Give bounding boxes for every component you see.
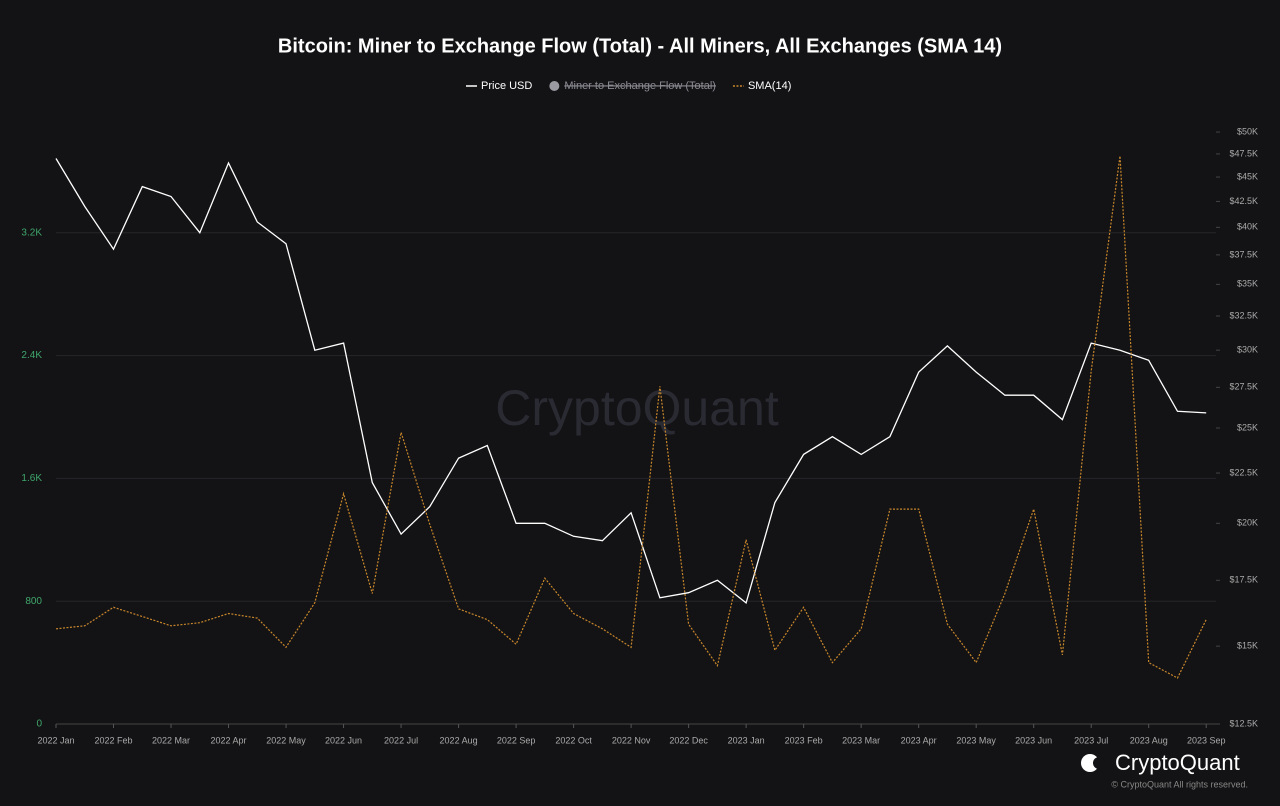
y-tick-label: 1.6K	[21, 473, 42, 484]
x-tick-label: 2022 Oct	[555, 735, 592, 745]
y2-tick-label: $15K	[1237, 641, 1258, 651]
legend-swatch	[549, 81, 560, 91]
x-tick-label: 2023 Jul	[1074, 735, 1108, 745]
legend-item: Miner to Exchange Flow (Total)	[549, 80, 716, 92]
y2-tick-label: $30K	[1237, 345, 1258, 355]
y2-tick-label: $20K	[1237, 518, 1258, 528]
legend-item: Price USD	[466, 80, 532, 92]
x-tick-label: 2022 Dec	[669, 735, 708, 745]
y2-tick-label: $22.5K	[1229, 467, 1258, 477]
watermark: CryptoQuant	[495, 380, 779, 436]
x-tick-label: 2023 Feb	[785, 735, 823, 745]
brand: CryptoQuant	[1115, 750, 1240, 775]
y2-tick-label: $50K	[1237, 126, 1258, 136]
y2-tick-label: $47.5K	[1229, 148, 1258, 158]
copyright: © CryptoQuant All rights reserved.	[1111, 779, 1248, 789]
logo-icon	[1093, 757, 1105, 769]
x-tick-label: 2022 Mar	[152, 735, 190, 745]
series-line	[55, 155, 1207, 679]
x-tick-label: 2022 Jun	[325, 735, 362, 745]
x-tick-label: 2022 Sep	[497, 735, 536, 745]
y2-tick-label: $42.5K	[1229, 196, 1258, 206]
x-tick-label: 2022 Aug	[440, 735, 478, 745]
x-tick-label: 2022 Jul	[384, 735, 418, 745]
y-tick-label: 2.4K	[21, 350, 42, 361]
y-tick-label: 0	[36, 719, 42, 730]
x-tick-label: 2022 Jan	[37, 735, 74, 745]
y2-tick-label: $35K	[1237, 279, 1258, 289]
y2-tick-label: $45K	[1237, 171, 1258, 181]
y2-tick-label: $37.5K	[1229, 249, 1258, 259]
x-tick-label: 2023 Jun	[1015, 735, 1052, 745]
chart-title: Bitcoin: Miner to Exchange Flow (Total) …	[278, 35, 1002, 57]
legend: Price USD Miner to Exchange Flow (Total) S…	[466, 80, 791, 92]
legend-label: SMA(14)	[748, 80, 791, 92]
y2-tick-label: $25K	[1237, 422, 1258, 432]
y-tick-label: 800	[25, 596, 42, 607]
x-tick-label: 2023 Jan	[728, 735, 765, 745]
x-tick-label: 2023 Apr	[901, 735, 937, 745]
x-tick-label: 2022 Apr	[211, 735, 247, 745]
y2-tick-label: $12.5K	[1229, 718, 1258, 728]
legend-item: SMA(14)	[732, 80, 791, 92]
y2-tick-label: $17.5K	[1229, 575, 1258, 585]
x-tick-label: 2022 Nov	[612, 735, 651, 745]
logo: CryptoQuant © CryptoQuant All rights res…	[1081, 750, 1248, 789]
x-tick-label: 2022 Feb	[94, 735, 132, 745]
y-tick-label: 3.2K	[21, 227, 42, 238]
y2-tick-label: $27.5K	[1229, 382, 1258, 392]
logo-icon	[1081, 754, 1099, 772]
x-tick-label: 2023 Aug	[1130, 735, 1168, 745]
series-line	[55, 158, 1207, 605]
y2-tick-label: $32.5K	[1229, 310, 1258, 320]
legend-label: Price USD	[481, 80, 532, 92]
x-tick-label: 2023 Mar	[842, 735, 880, 745]
x-tick-label: 2023 Sep	[1187, 735, 1226, 745]
y2-tick-label: $40K	[1237, 222, 1258, 232]
x-tick-label: 2023 May	[956, 735, 996, 745]
x-tick-label: 2022 May	[266, 735, 306, 745]
